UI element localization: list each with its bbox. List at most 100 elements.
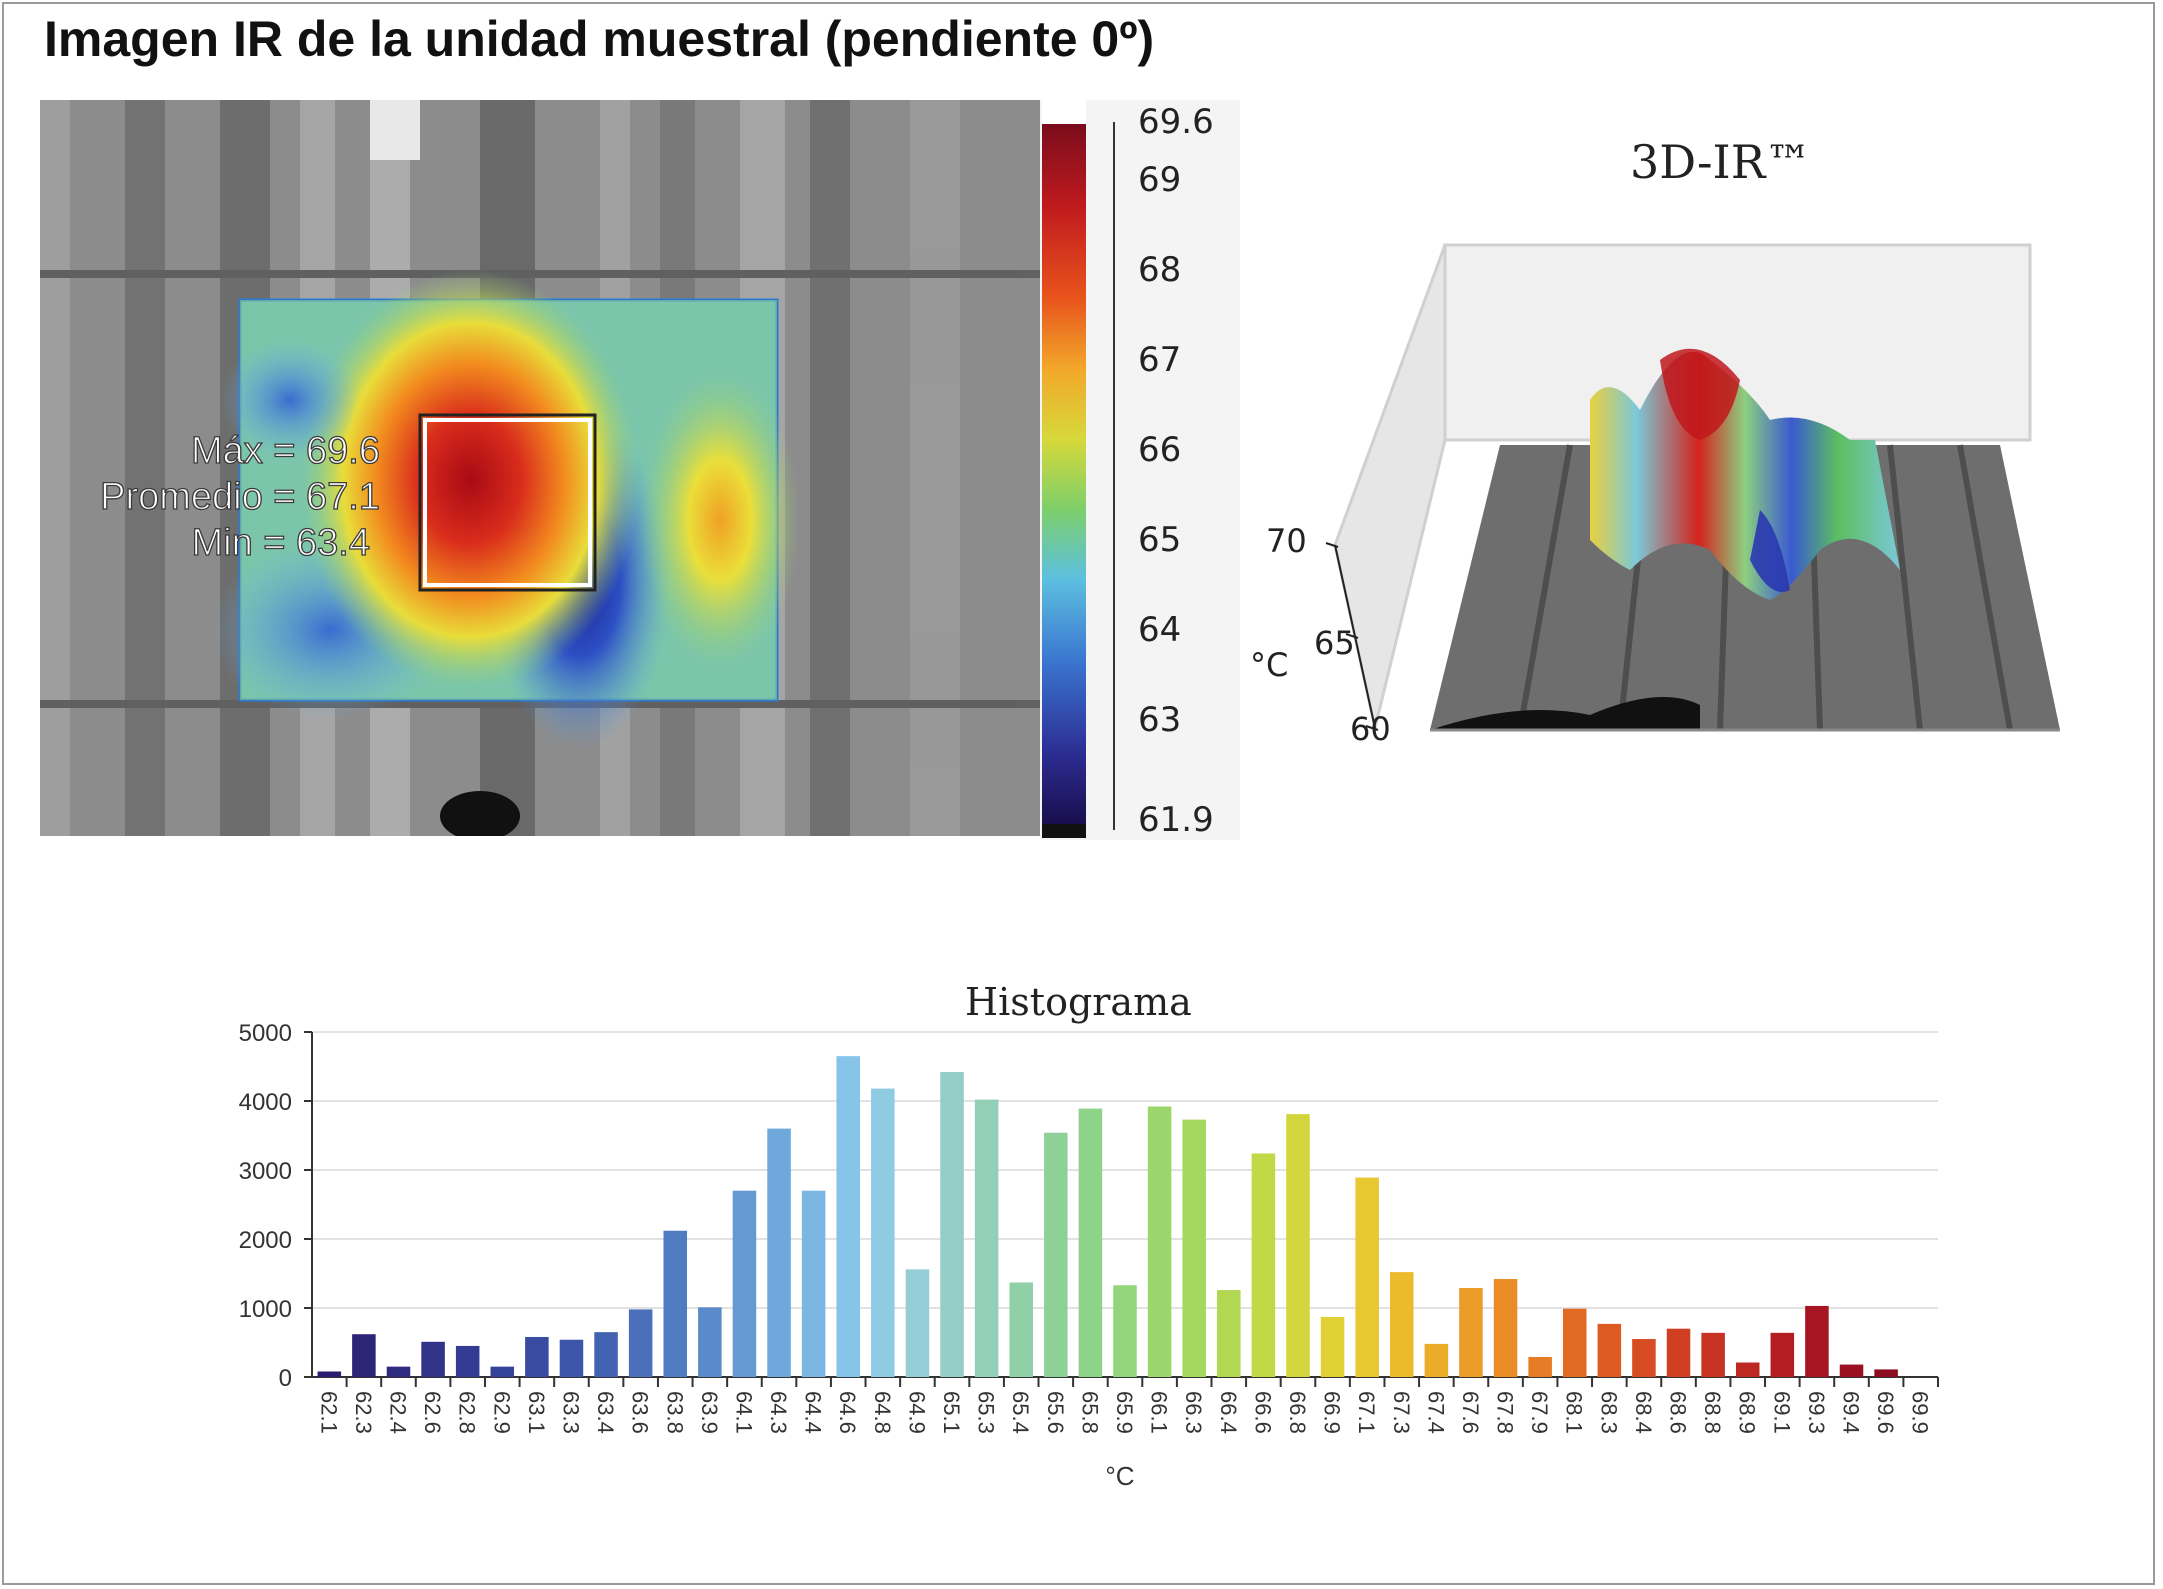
- histogram-bar: [1424, 1343, 1449, 1377]
- histogram-x-tick-label: 67.6: [1458, 1391, 1483, 1434]
- histogram-bar: [1770, 1332, 1795, 1377]
- histogram-bar: [974, 1099, 999, 1377]
- ir-colorbar: [1040, 100, 1240, 840]
- histogram-x-tick-label: 63.8: [662, 1391, 687, 1434]
- colorbar-tick: 65: [1138, 520, 1182, 560]
- histogram-bar: [525, 1336, 549, 1377]
- histogram-x-tick-label: 69.3: [1804, 1391, 1829, 1434]
- histogram-y-tick-label: 1000: [239, 1296, 292, 1323]
- histogram-x-tick-label: 63.3: [558, 1391, 583, 1434]
- histogram-bar: [767, 1128, 791, 1377]
- histogram-bar: [801, 1190, 826, 1377]
- histogram-x-tick-label: 66.3: [1181, 1391, 1206, 1434]
- ir-mean-label: Promedio = 67.1: [99, 475, 380, 518]
- histogram-x-tick-label: 63.9: [697, 1391, 722, 1434]
- histogram-bar: [1286, 1114, 1310, 1377]
- histogram-y-tick-label: 0: [279, 1365, 292, 1392]
- histogram-bar: [317, 1371, 342, 1377]
- view3d-plot: [1325, 243, 2060, 732]
- histogram-x-tick-label: 67.9: [1527, 1391, 1552, 1434]
- histogram-x-tick-label: 67.8: [1493, 1391, 1518, 1434]
- histogram-x-tick-label: 64.6: [835, 1391, 860, 1434]
- histogram-x-tick-label: 64.9: [904, 1391, 929, 1434]
- colorbar-tick: 66: [1138, 430, 1182, 470]
- histogram-bar: [628, 1309, 653, 1377]
- histogram-bar: [1597, 1323, 1622, 1377]
- histogram-bar: [1701, 1332, 1725, 1377]
- histogram-bar: [1217, 1290, 1241, 1377]
- histogram-bar: [1320, 1316, 1345, 1377]
- histogram-bar: [1874, 1369, 1898, 1377]
- histogram-bar: [1805, 1305, 1829, 1377]
- histogram-bar: [386, 1366, 411, 1377]
- histogram-bar: [1459, 1287, 1483, 1377]
- page-title: Imagen IR de la unidad muestral (pendien…: [44, 11, 1155, 67]
- histogram-x-tick-label: 62.3: [351, 1391, 376, 1434]
- colorbar-tick: 64: [1138, 610, 1182, 650]
- histogram-x-tick-label: 68.8: [1700, 1391, 1725, 1434]
- histogram-title: Histograma: [965, 980, 1192, 1024]
- histogram-x-tick-label: 63.1: [524, 1391, 549, 1434]
- histogram-bar: [1528, 1356, 1552, 1377]
- histogram-x-tick-label: 66.8: [1285, 1391, 1310, 1434]
- histogram-y-tick-label: 3000: [239, 1158, 292, 1185]
- histogram-x-tick-label: 64.3: [766, 1391, 791, 1434]
- histogram-x-tick-label: 62.9: [489, 1391, 514, 1434]
- histogram-x-tick-label: 66.9: [1320, 1391, 1345, 1434]
- histogram-x-tick-label: 65.9: [1112, 1391, 1137, 1434]
- colorbar-tick: 63: [1138, 700, 1182, 740]
- histogram-bar: [559, 1339, 584, 1377]
- histogram-x-tick-label: 68.4: [1631, 1391, 1656, 1434]
- histogram-x-tick-label: 62.4: [385, 1391, 410, 1434]
- histogram-bar: [594, 1332, 618, 1377]
- histogram-x-tick-label: 69.4: [1839, 1391, 1864, 1434]
- histogram-x-tick-label: 68.3: [1596, 1391, 1621, 1434]
- histogram-bar: [732, 1190, 757, 1377]
- colorbar-labels: 69.6 69 68 67 66 65 64 63 61.9: [1040, 100, 1240, 840]
- histogram-bar: [940, 1072, 964, 1377]
- histogram-x-tick-label: 63.4: [593, 1391, 618, 1434]
- histogram-bar: [1078, 1108, 1103, 1377]
- histogram-y-tick-label: 2000: [239, 1227, 292, 1254]
- histogram-x-tick-label: 68.6: [1666, 1391, 1691, 1434]
- histogram-x-tick-label: 63.6: [628, 1391, 653, 1434]
- ir-image-panel: Máx = 69.6 Promedio = 67.1 Min = 63.4: [40, 100, 1040, 836]
- histogram-bar: [1044, 1132, 1068, 1377]
- histogram-x-tick-label: 69.9: [1908, 1391, 1933, 1434]
- histogram-x-tick-label: 67.3: [1389, 1391, 1414, 1434]
- histogram-x-tick-label: 65.8: [1077, 1391, 1102, 1434]
- view3d-title: 3D-IR™: [1630, 135, 1812, 189]
- histogram-x-tick-label: 68.9: [1735, 1391, 1760, 1434]
- histogram-x-tick-label: 62.8: [455, 1391, 480, 1434]
- histogram-bar: [421, 1341, 445, 1377]
- histogram-y-tick-label: 5000: [239, 1020, 292, 1047]
- histogram-x-tick-label: 64.1: [731, 1391, 756, 1434]
- histogram-x-axis-label: °C: [1105, 1461, 1134, 1491]
- histogram-bar: [455, 1345, 480, 1377]
- colorbar-tick: 69.6: [1138, 102, 1214, 142]
- colorbar-tick: 67: [1138, 340, 1182, 380]
- histogram-bar: [1562, 1308, 1587, 1377]
- colorbar-tick: 69: [1138, 160, 1182, 200]
- histogram-x-tick-label: 69.6: [1873, 1391, 1898, 1434]
- ir-max-label: Máx = 69.6: [190, 429, 380, 472]
- histogram-bar: [1147, 1106, 1172, 1377]
- histogram-x-tick-label: 65.1: [939, 1391, 964, 1434]
- histogram-x-tick-label: 69.1: [1769, 1391, 1794, 1434]
- histogram-x-tick-label: 67.1: [1354, 1391, 1379, 1434]
- histogram-bar: [836, 1056, 860, 1377]
- histogram-bar: [1493, 1279, 1518, 1377]
- histogram-bar: [1182, 1119, 1206, 1377]
- histogram-bar: [698, 1307, 722, 1377]
- view3d-z-tick: 70: [1266, 522, 1307, 560]
- histogram-x-tick-label: 65.4: [1008, 1391, 1033, 1434]
- histogram-y-tick-label: 4000: [239, 1089, 292, 1116]
- histogram-x-tick-label: 64.8: [870, 1391, 895, 1434]
- view3d-z-tick: 65: [1314, 624, 1355, 662]
- histogram-bar: [905, 1269, 930, 1377]
- colorbar-tick: 68: [1138, 250, 1182, 290]
- histogram-x-tick-label: 62.1: [316, 1391, 341, 1434]
- histogram-x-tick-label: 67.4: [1423, 1391, 1448, 1434]
